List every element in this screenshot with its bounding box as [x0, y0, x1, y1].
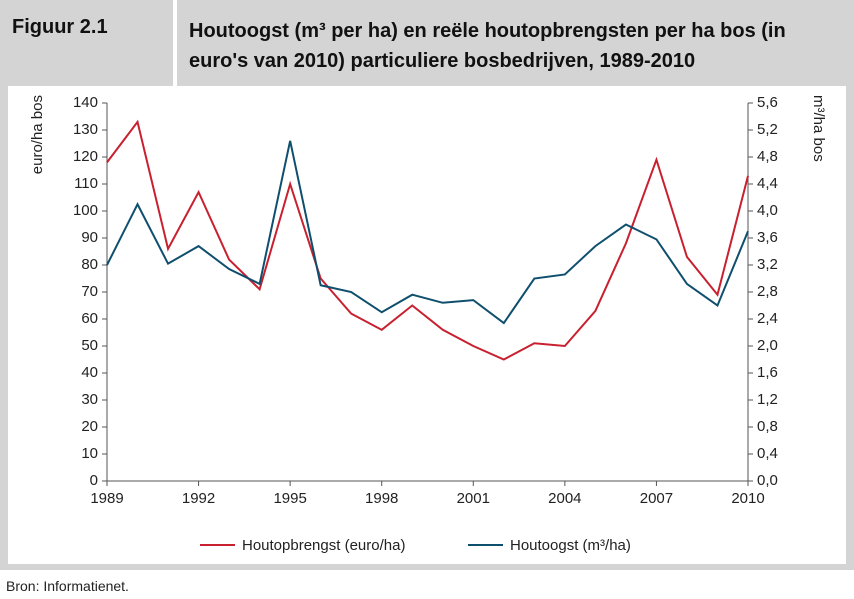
source: Bron: Informatienet. [6, 578, 129, 594]
y-tick-label: 30 [81, 391, 98, 408]
y2-tick-label: 2,0 [757, 337, 778, 354]
legend-label: Houtoogst (m³/ha) [510, 537, 631, 554]
x-tick-label: 1992 [182, 490, 215, 507]
x-tick-label: 2001 [457, 490, 490, 507]
y-tick-label: 80 [81, 256, 98, 273]
y-tick-label: 0 [90, 472, 98, 489]
y-tick-label: 110 [74, 175, 98, 192]
y2-tick-label: 5,6 [757, 94, 778, 111]
y2-tick-label: 3,2 [757, 256, 778, 273]
y-axis-label: euro/ha bos [29, 95, 46, 174]
y2-tick-label: 2,4 [757, 310, 778, 327]
figure-number: Figuur 2.1 [12, 16, 108, 38]
y2-tick-label: 1,6 [757, 364, 778, 381]
y2-tick-label: 1,2 [757, 391, 778, 408]
y-tick-label: 20 [81, 418, 98, 435]
y2-tick-label: 3,6 [757, 229, 778, 246]
y2-tick-label: 2,8 [757, 283, 778, 300]
y-tick-label: 70 [81, 283, 98, 300]
line [106, 119, 749, 361]
y-tick-label: 120 [73, 148, 98, 165]
y-tick-label: 10 [81, 445, 98, 462]
x-tick-label: 1995 [273, 490, 306, 507]
y2-tick-label: 4,0 [757, 202, 778, 219]
y2-tick-label: 0,0 [757, 472, 778, 489]
x-tick-label: 2004 [548, 490, 581, 507]
y-tick-label: 100 [73, 202, 98, 219]
y-tick-label: 40 [81, 364, 98, 381]
y2-axis-label: m³/ha bos [810, 95, 827, 162]
y-tick-label: 90 [81, 229, 98, 246]
x-tick-label: 2007 [640, 490, 673, 507]
y-tick-label: 140 [73, 94, 98, 111]
line [106, 140, 749, 325]
y2-tick-label: 0,4 [757, 445, 778, 462]
y-tick-label: 130 [73, 121, 98, 138]
figure-box: Figuur 2.1 [0, 0, 173, 86]
y2-tick-label: 5,2 [757, 121, 778, 138]
frame-bottom [0, 564, 854, 570]
legend-label: Houtopbrengst (euro/ha) [242, 537, 405, 554]
y-tick-label: 60 [81, 310, 98, 327]
y2-tick-label: 4,4 [757, 175, 778, 192]
chart-title: Houtoogst (m³ per ha) en reële houtopbre… [189, 20, 786, 72]
title-box: Houtoogst (m³ per ha) en reële houtopbre… [177, 0, 854, 86]
y2-tick-label: 4,8 [757, 148, 778, 165]
x-tick-label: 1989 [90, 490, 123, 507]
frame-left [0, 86, 8, 568]
y-tick-label: 50 [81, 337, 98, 354]
frame-right [846, 86, 854, 568]
x-tick-label: 1998 [365, 490, 398, 507]
x-tick-label: 2010 [731, 490, 764, 507]
y2-tick-label: 0,8 [757, 418, 778, 435]
